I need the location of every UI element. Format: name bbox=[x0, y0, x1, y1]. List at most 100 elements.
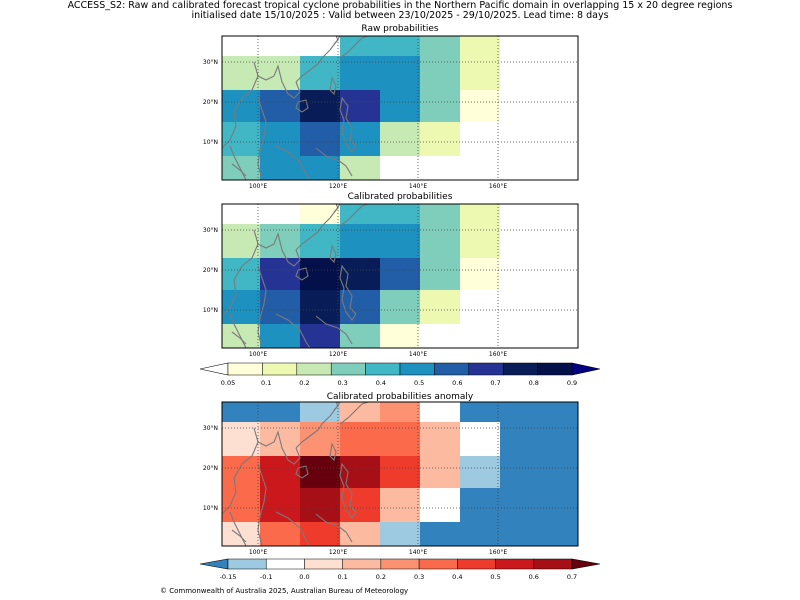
longitude-label: 100°E bbox=[249, 549, 267, 556]
grid-cell bbox=[460, 422, 500, 456]
colorbar-tick-label: 0.5 bbox=[414, 379, 424, 387]
colorbar-tick-label: 0.4 bbox=[376, 379, 386, 387]
grid-cell bbox=[340, 122, 380, 156]
colorbar-over-extension bbox=[571, 558, 601, 570]
grid-cell bbox=[540, 36, 578, 56]
calibrated-probability-map: 100°E 120°E 140°E 160°E 30°N 20°N 10°N bbox=[203, 203, 579, 358]
grid-cell bbox=[500, 522, 540, 546]
grid-cell bbox=[540, 56, 578, 90]
grid-cell bbox=[300, 324, 340, 348]
grid-cell bbox=[222, 156, 260, 180]
grid-cell bbox=[300, 122, 340, 156]
latitude-label: 20°N bbox=[203, 465, 218, 472]
colorbar-segment bbox=[418, 558, 458, 570]
grid-cell bbox=[300, 258, 340, 290]
grid-cell bbox=[460, 290, 500, 324]
grid-cell bbox=[460, 522, 500, 546]
grid-cell bbox=[500, 224, 540, 258]
grid-cell bbox=[540, 224, 578, 258]
grid-cell bbox=[420, 290, 460, 324]
grid-cell bbox=[340, 156, 380, 180]
grid-cell bbox=[500, 456, 540, 488]
grid-cell bbox=[260, 122, 300, 156]
latitude-label: 30°N bbox=[203, 227, 218, 234]
grid-cell bbox=[500, 258, 540, 290]
grid-cell bbox=[420, 36, 460, 56]
grid-cell bbox=[222, 36, 260, 56]
grid-cell bbox=[420, 456, 460, 488]
longitude-label: 100°E bbox=[249, 183, 267, 190]
latitude-label: 10°N bbox=[203, 307, 218, 314]
grid-cell bbox=[420, 488, 460, 522]
colorbar-tick-label: 0.2 bbox=[376, 573, 386, 581]
colorbar-segment bbox=[380, 558, 420, 570]
grid-cell bbox=[340, 290, 380, 324]
colorbar-tick-label: 0.6 bbox=[452, 379, 462, 387]
colorbar-segment bbox=[227, 558, 267, 570]
colorbar-segment bbox=[304, 558, 343, 570]
grid-cell bbox=[380, 56, 420, 90]
grid-cell bbox=[420, 224, 460, 258]
grid-cell bbox=[222, 402, 260, 422]
colorbar-segment bbox=[537, 362, 573, 376]
grid-cell bbox=[420, 402, 460, 422]
grid-cell bbox=[300, 204, 340, 224]
latitude-label: 20°N bbox=[203, 267, 218, 274]
grid-cell bbox=[460, 456, 500, 488]
grid-cell bbox=[460, 156, 500, 180]
grid-cell bbox=[460, 90, 500, 122]
grid-cell bbox=[380, 122, 420, 156]
grid-cell bbox=[420, 522, 460, 546]
grid-cell bbox=[500, 156, 540, 180]
grid-cell bbox=[460, 36, 500, 56]
grid-cell bbox=[380, 36, 420, 56]
grid-cell bbox=[500, 122, 540, 156]
grid-cell bbox=[420, 204, 460, 224]
latitude-label: 20°N bbox=[203, 99, 218, 106]
colorbar-under-extension bbox=[199, 558, 229, 570]
grid-cell bbox=[460, 204, 500, 224]
grid-cell bbox=[300, 402, 340, 422]
grid-cell bbox=[380, 258, 420, 290]
grid-cell bbox=[500, 36, 540, 56]
longitude-label: 140°E bbox=[409, 183, 427, 190]
grid-cell bbox=[380, 90, 420, 122]
grid-cell bbox=[380, 224, 420, 258]
grid-cell bbox=[340, 522, 380, 546]
grid-cell bbox=[380, 204, 420, 224]
map-frame bbox=[221, 35, 579, 181]
grid-cell bbox=[420, 156, 460, 180]
raw-panel-title: Raw probabilities bbox=[361, 24, 439, 34]
grid-cell bbox=[222, 456, 260, 488]
colorbar-under-extension bbox=[199, 362, 229, 376]
grid-cell bbox=[500, 56, 540, 90]
grid-cell bbox=[540, 122, 578, 156]
grid-cell bbox=[340, 36, 380, 56]
grid-cell bbox=[540, 522, 578, 546]
longitude-label: 160°E bbox=[489, 549, 507, 556]
calibrated-panel-title: Calibrated probabilities bbox=[347, 192, 453, 202]
grid-cell bbox=[222, 122, 260, 156]
grid-cell bbox=[340, 324, 380, 348]
colorbar-segment bbox=[533, 558, 573, 570]
grid-cell bbox=[260, 402, 300, 422]
grid-cell bbox=[300, 456, 340, 488]
grid-cell bbox=[500, 488, 540, 522]
colorbar-tick-label: 0.2 bbox=[299, 379, 309, 387]
anomaly-colorbar: -0.15 -0.1 0.0 0.1 0.2 0.3 0.4 0.5 0.6 0.7 bbox=[199, 558, 601, 581]
grid-cell bbox=[500, 90, 540, 122]
figure-title-line-1: ACCESS_S2: Raw and calibrated forecast t… bbox=[67, 0, 733, 11]
longitude-label: 120°E bbox=[329, 351, 347, 358]
grid-cell bbox=[380, 456, 420, 488]
grid-cell bbox=[500, 290, 540, 324]
grid-cell bbox=[340, 204, 380, 224]
probability-colorbar: 0.05 0.1 0.2 0.3 0.4 0.5 0.6 0.7 0.8 0.9 bbox=[199, 362, 601, 387]
colorbar-segment bbox=[365, 362, 401, 376]
grid-cell bbox=[260, 522, 300, 546]
colorbar-segment bbox=[262, 362, 298, 376]
colorbar-over-extension bbox=[571, 362, 601, 376]
map-frame bbox=[221, 401, 579, 547]
grid-cell bbox=[540, 258, 578, 290]
grid-cell bbox=[540, 488, 578, 522]
grid-cell bbox=[300, 488, 340, 522]
